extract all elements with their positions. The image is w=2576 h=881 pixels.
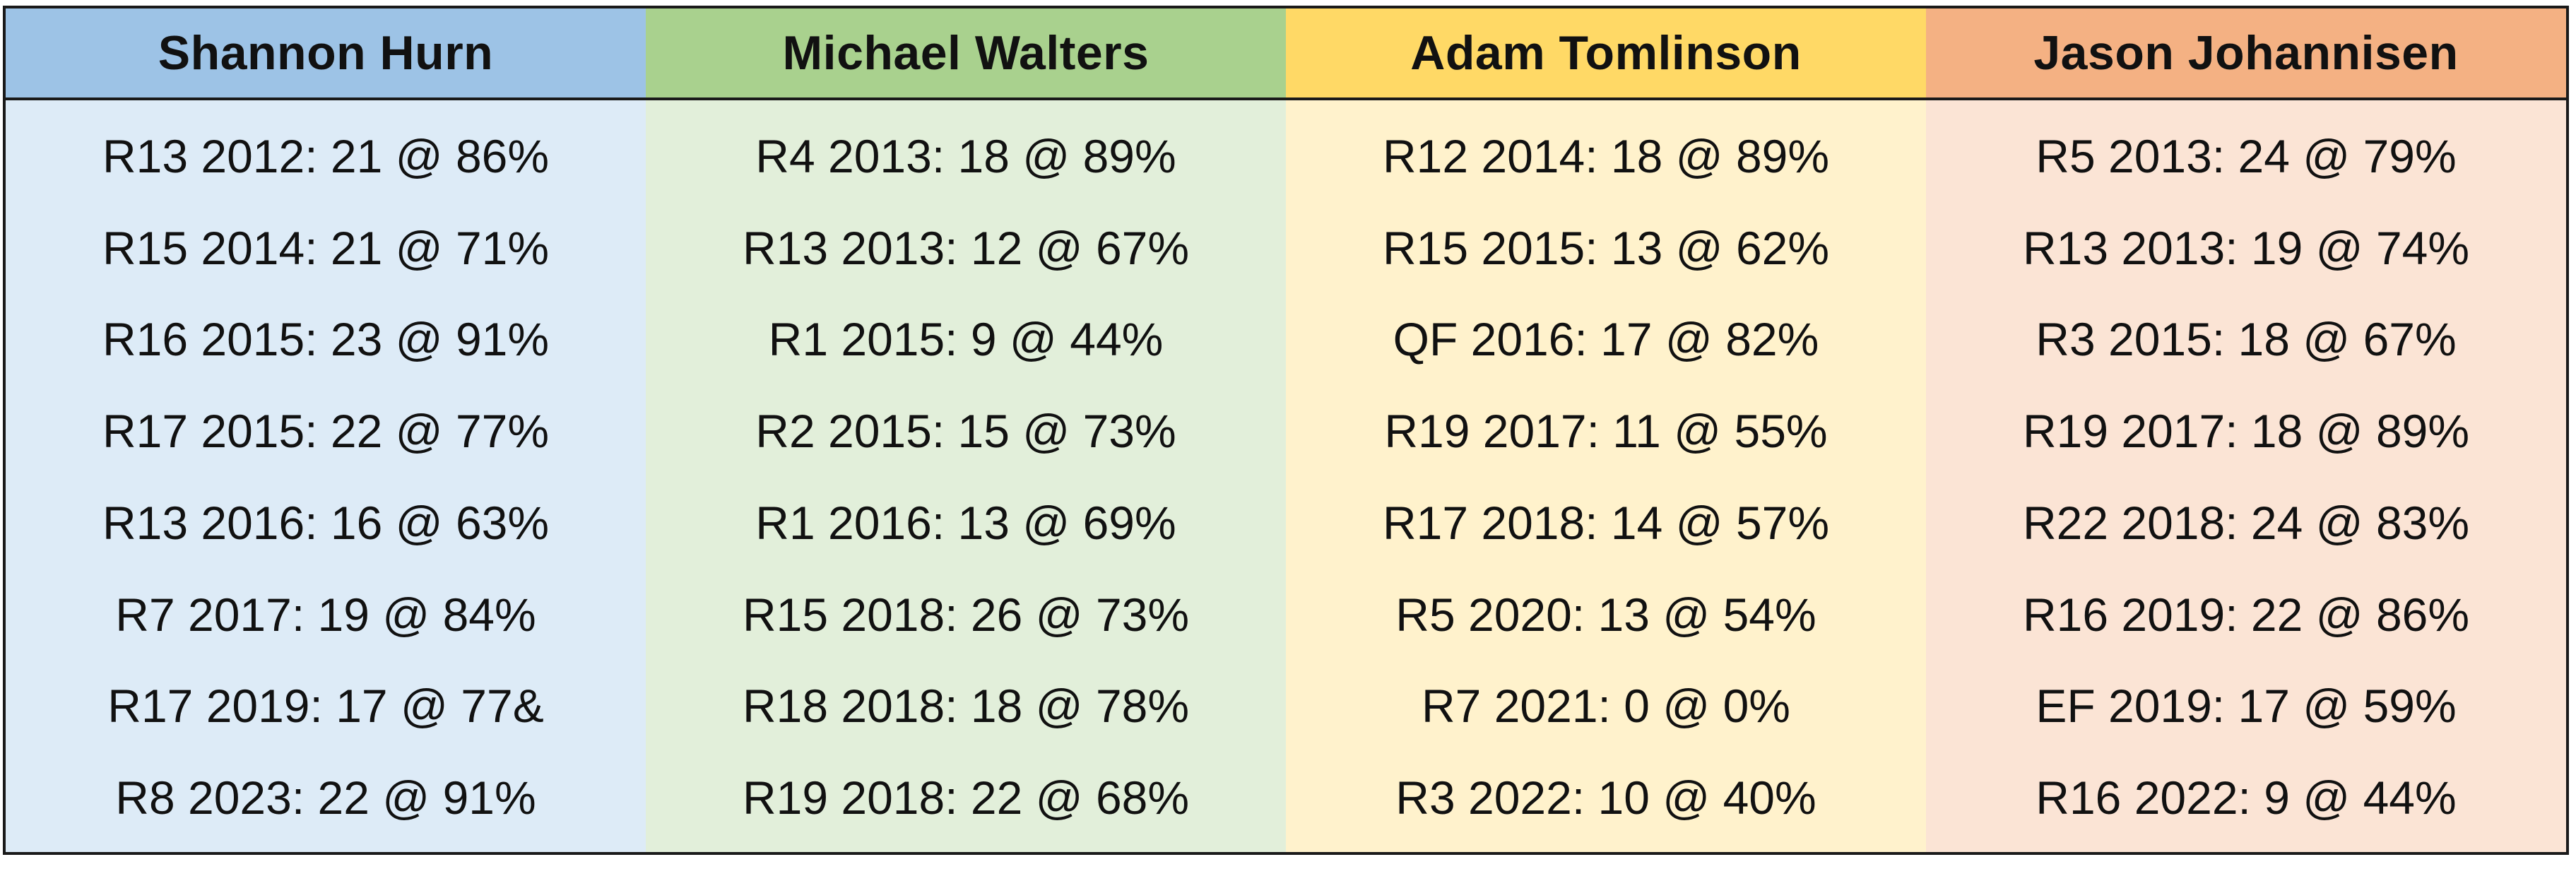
column-header-michael-walters: Michael Walters bbox=[646, 8, 1286, 97]
stats-table: Shannon Hurn Michael Walters Adam Tomlin… bbox=[3, 6, 2569, 855]
table-cell: R4 2013: 18 @ 89% bbox=[755, 129, 1176, 182]
table-cell: R15 2015: 13 @ 62% bbox=[1382, 221, 1830, 274]
table-cell: R18 2018: 18 @ 78% bbox=[742, 680, 1190, 733]
table-cell: R16 2019: 22 @ 86% bbox=[2022, 588, 2470, 641]
table-cell: R17 2018: 14 @ 57% bbox=[1382, 496, 1830, 549]
table-cell: R3 2022: 10 @ 40% bbox=[1395, 771, 1816, 824]
table-cell: R17 2015: 22 @ 77% bbox=[102, 405, 550, 458]
table-cell: R16 2015: 23 @ 91% bbox=[102, 313, 550, 366]
column-jason-johannisen: R5 2013: 24 @ 79% R13 2013: 19 @ 74% R3 … bbox=[1926, 100, 2566, 852]
table-cell: R8 2023: 22 @ 91% bbox=[115, 771, 536, 824]
table-cell: R12 2014: 18 @ 89% bbox=[1382, 129, 1830, 182]
table-cell: R15 2014: 21 @ 71% bbox=[102, 221, 550, 274]
column-header-shannon-hurn: Shannon Hurn bbox=[6, 8, 646, 97]
table-cell: EF 2019: 17 @ 59% bbox=[2036, 680, 2457, 733]
table-cell: R13 2013: 19 @ 74% bbox=[2022, 221, 2470, 274]
table-cell: R3 2015: 18 @ 67% bbox=[2036, 313, 2457, 366]
table-cell: R17 2019: 17 @ 77& bbox=[107, 680, 544, 733]
table-cell: R7 2021: 0 @ 0% bbox=[1422, 680, 1790, 733]
table-cell: R19 2017: 11 @ 55% bbox=[1384, 405, 1828, 458]
table-body: R13 2012: 21 @ 86% R15 2014: 21 @ 71% R1… bbox=[6, 100, 2566, 852]
column-michael-walters: R4 2013: 18 @ 89% R13 2013: 12 @ 67% R1 … bbox=[646, 100, 1286, 852]
table-cell: R1 2015: 9 @ 44% bbox=[768, 313, 1164, 366]
table-cell: R19 2018: 22 @ 68% bbox=[742, 771, 1190, 824]
column-header-adam-tomlinson: Adam Tomlinson bbox=[1286, 8, 1926, 97]
column-shannon-hurn: R13 2012: 21 @ 86% R15 2014: 21 @ 71% R1… bbox=[6, 100, 646, 852]
table-cell: R7 2017: 19 @ 84% bbox=[115, 588, 536, 641]
table-cell: QF 2016: 17 @ 82% bbox=[1393, 313, 1819, 366]
table-cell: R5 2013: 24 @ 79% bbox=[2036, 129, 2457, 182]
column-header-jason-johannisen: Jason Johannisen bbox=[1926, 8, 2566, 97]
table-cell: R13 2016: 16 @ 63% bbox=[102, 496, 550, 549]
table-cell: R22 2018: 24 @ 83% bbox=[2022, 496, 2470, 549]
column-adam-tomlinson: R12 2014: 18 @ 89% R15 2015: 13 @ 62% QF… bbox=[1286, 100, 1926, 852]
table-cell: R19 2017: 18 @ 89% bbox=[2022, 405, 2470, 458]
table-cell: R2 2015: 15 @ 73% bbox=[755, 405, 1176, 458]
table-cell: R5 2020: 13 @ 54% bbox=[1395, 588, 1816, 641]
table-cell: R13 2012: 21 @ 86% bbox=[102, 129, 550, 182]
table-cell: R16 2022: 9 @ 44% bbox=[2036, 771, 2457, 824]
table-cell: R13 2013: 12 @ 67% bbox=[742, 221, 1190, 274]
table-header-row: Shannon Hurn Michael Walters Adam Tomlin… bbox=[6, 8, 2566, 100]
table-cell: R1 2016: 13 @ 69% bbox=[755, 496, 1176, 549]
table-cell: R15 2018: 26 @ 73% bbox=[742, 588, 1190, 641]
